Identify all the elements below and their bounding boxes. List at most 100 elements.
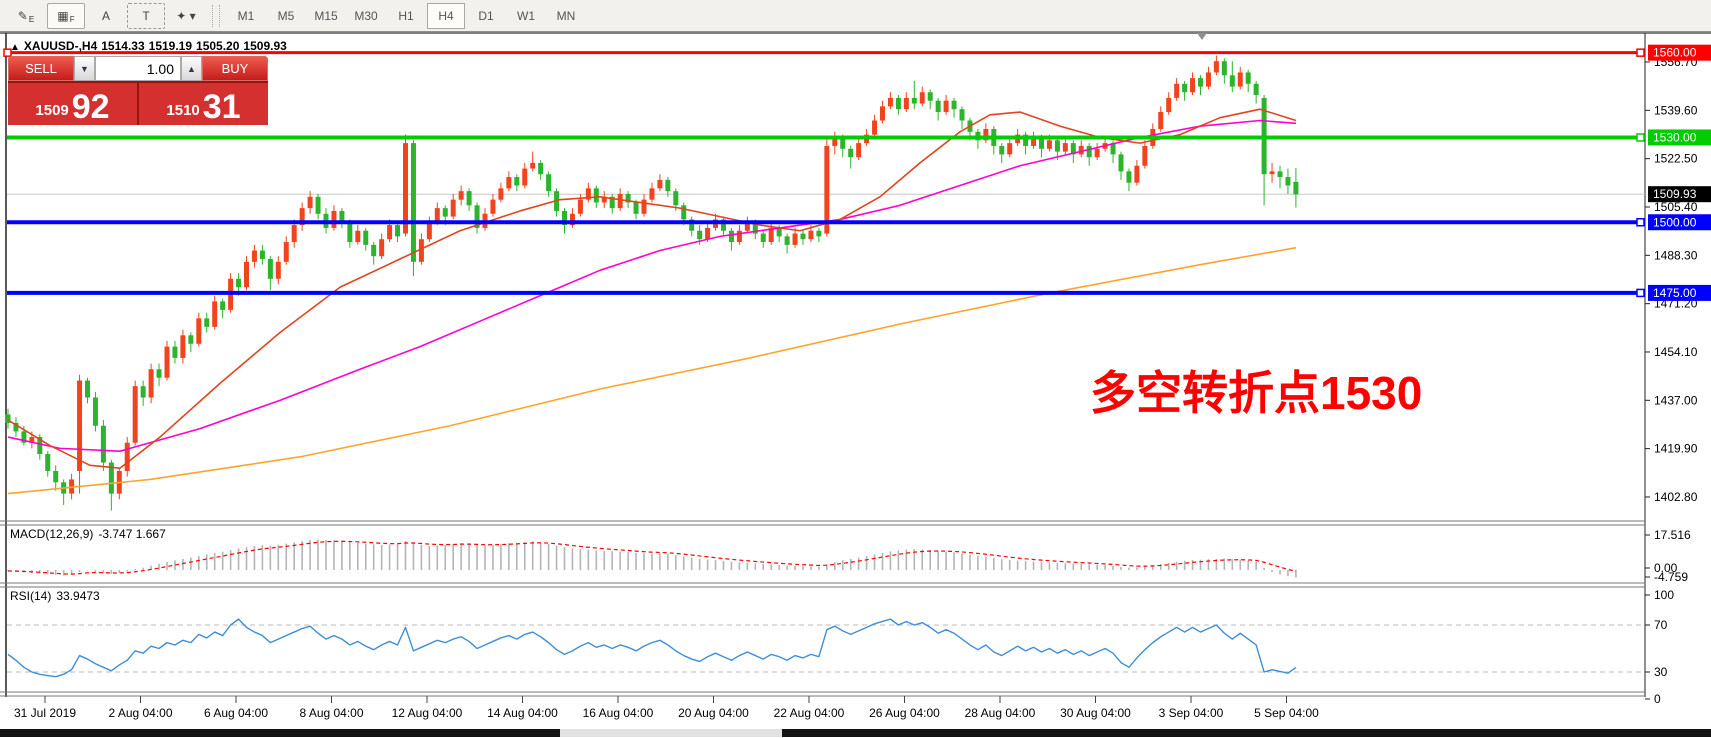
toolbar: ✎ E ▦ F A T ✦ ▾ M1 M5 M15 M30 H1 H4 D1 W1 MN <box>0 0 1711 32</box>
text-box-icon[interactable]: T <box>127 2 165 29</box>
chart-text-annotation[interactable]: 多空转折点1530 <box>1090 367 1423 419</box>
candle <box>633 202 639 214</box>
date-label[interactable]: 22 Aug 04:00 <box>774 706 845 720</box>
timeframe-m30-button[interactable]: M30 <box>354 8 378 23</box>
volume-input[interactable]: 1.00 <box>95 56 181 81</box>
candle <box>156 369 162 378</box>
candle <box>824 145 830 234</box>
timeframe-h4-button[interactable]: H4 <box>427 2 465 29</box>
timeframe-d1-button[interactable]: D1 <box>478 8 494 23</box>
hline-handle[interactable] <box>1636 288 1645 298</box>
candle <box>880 106 885 121</box>
date-label[interactable]: 6 Aug 04:00 <box>204 706 268 720</box>
date-label[interactable]: 30 Aug 04:00 <box>1060 706 1131 720</box>
candle <box>721 219 726 231</box>
draw-trendline-icon[interactable]: ✎ E <box>17 8 35 25</box>
candle <box>1126 171 1132 183</box>
candle <box>1229 75 1235 87</box>
macd-signal-line <box>7 540 1297 575</box>
date-label[interactable]: 16 Aug 04:00 <box>583 706 654 720</box>
ma-mid-line <box>7 119 1297 452</box>
candle <box>458 191 464 200</box>
rsi-axis-tick: 70 <box>1654 618 1668 632</box>
candle <box>935 100 941 113</box>
candle <box>681 205 687 220</box>
candle <box>1086 145 1092 158</box>
candle <box>148 369 154 398</box>
date-label[interactable]: 8 Aug 04:00 <box>299 706 363 720</box>
price-badge-1509.93 <box>1648 186 1711 203</box>
candle <box>1293 181 1299 195</box>
candle <box>1182 83 1188 93</box>
candle <box>403 143 408 234</box>
sell-price-small: 1509 <box>35 102 69 119</box>
timeframe-m5-button[interactable]: M5 <box>277 8 295 23</box>
scrollbar-thumb[interactable] <box>560 729 782 737</box>
sell-button[interactable]: SELL <box>8 56 74 81</box>
price-badge-1475.00 <box>1648 284 1711 301</box>
candle <box>291 225 297 243</box>
candle <box>450 199 456 217</box>
candle <box>45 454 51 471</box>
hline-handle[interactable] <box>1636 218 1645 227</box>
timeframe-m1-button[interactable]: M1 <box>237 8 255 23</box>
date-label[interactable]: 26 Aug 04:00 <box>869 706 940 720</box>
symbol-marker-icon: ▲ <box>10 42 20 53</box>
candle <box>514 177 520 186</box>
horizontal-scrollbar[interactable] <box>0 729 1711 737</box>
candle <box>1174 83 1180 98</box>
candle <box>188 335 194 344</box>
ohlc-close: 1509.93 <box>243 39 287 53</box>
timeframe-w1-button[interactable]: W1 <box>517 8 535 23</box>
candle <box>911 97 917 104</box>
date-label[interactable]: 3 Sep 04:00 <box>1159 706 1224 720</box>
volume-decrease-button[interactable]: ▼ <box>74 56 95 81</box>
candle <box>1031 137 1037 146</box>
timeframe-mn-button[interactable]: MN <box>556 8 576 23</box>
hline-handle[interactable] <box>1636 48 1645 57</box>
buy-price-display[interactable]: 1510 31 <box>139 81 268 125</box>
date-label[interactable]: 31 Jul 2019 <box>14 706 76 720</box>
hline-handle[interactable] <box>1636 133 1645 142</box>
candle <box>562 210 567 226</box>
hline-handle[interactable] <box>3 48 12 57</box>
date-label[interactable]: 5 Sep 04:00 <box>1254 706 1319 720</box>
date-label[interactable]: 28 Aug 04:00 <box>965 706 1036 720</box>
candle <box>1007 143 1013 155</box>
candle <box>395 225 401 237</box>
candle <box>180 335 186 358</box>
chart-shift-marker-icon[interactable] <box>1197 33 1207 40</box>
candle <box>951 100 957 110</box>
buy-button[interactable]: BUY <box>202 56 268 81</box>
price-axis-tick: 1505.40 <box>1654 200 1698 214</box>
price-axis-tick: 1402.80 <box>1654 490 1698 504</box>
one-click-trade-panel: SELL ▼ 1.00 ▲ BUY 1509 92 1510 31 <box>8 56 268 125</box>
candle <box>299 208 305 226</box>
rsi-axis-tick: 30 <box>1654 665 1668 679</box>
candle <box>665 179 671 192</box>
macd-axis-tick: 0.00 <box>1654 561 1678 575</box>
date-label[interactable]: 12 Aug 04:00 <box>392 706 463 720</box>
candle <box>164 346 170 378</box>
timeframe-m15-button[interactable]: M15 <box>314 8 338 23</box>
arrows-objects-icon[interactable]: ✦ ▾ <box>176 8 196 23</box>
ohlc-high: 1519.19 <box>148 39 193 53</box>
date-label[interactable]: 14 Aug 04:00 <box>487 706 558 720</box>
timeframe-h1-button[interactable]: H1 <box>398 8 414 23</box>
text-label-icon[interactable]: A <box>101 8 110 23</box>
volume-increase-button[interactable]: ▲ <box>181 56 202 81</box>
candle <box>363 230 369 245</box>
candle <box>275 261 281 279</box>
price-badge-label: 1530.00 <box>1653 130 1697 144</box>
candle <box>307 196 313 209</box>
sell-price-display[interactable]: 1509 92 <box>8 81 137 125</box>
candle <box>1198 78 1203 87</box>
chevron-up-icon: ▲ <box>187 63 196 74</box>
date-label[interactable]: 20 Aug 04:00 <box>678 706 749 720</box>
date-label[interactable]: 2 Aug 04:00 <box>108 706 172 720</box>
candle <box>410 143 416 262</box>
candle <box>124 442 130 471</box>
candle <box>1078 145 1084 155</box>
grid-fibonacci-icon[interactable]: ▦ F <box>47 2 85 29</box>
candle <box>236 278 242 288</box>
